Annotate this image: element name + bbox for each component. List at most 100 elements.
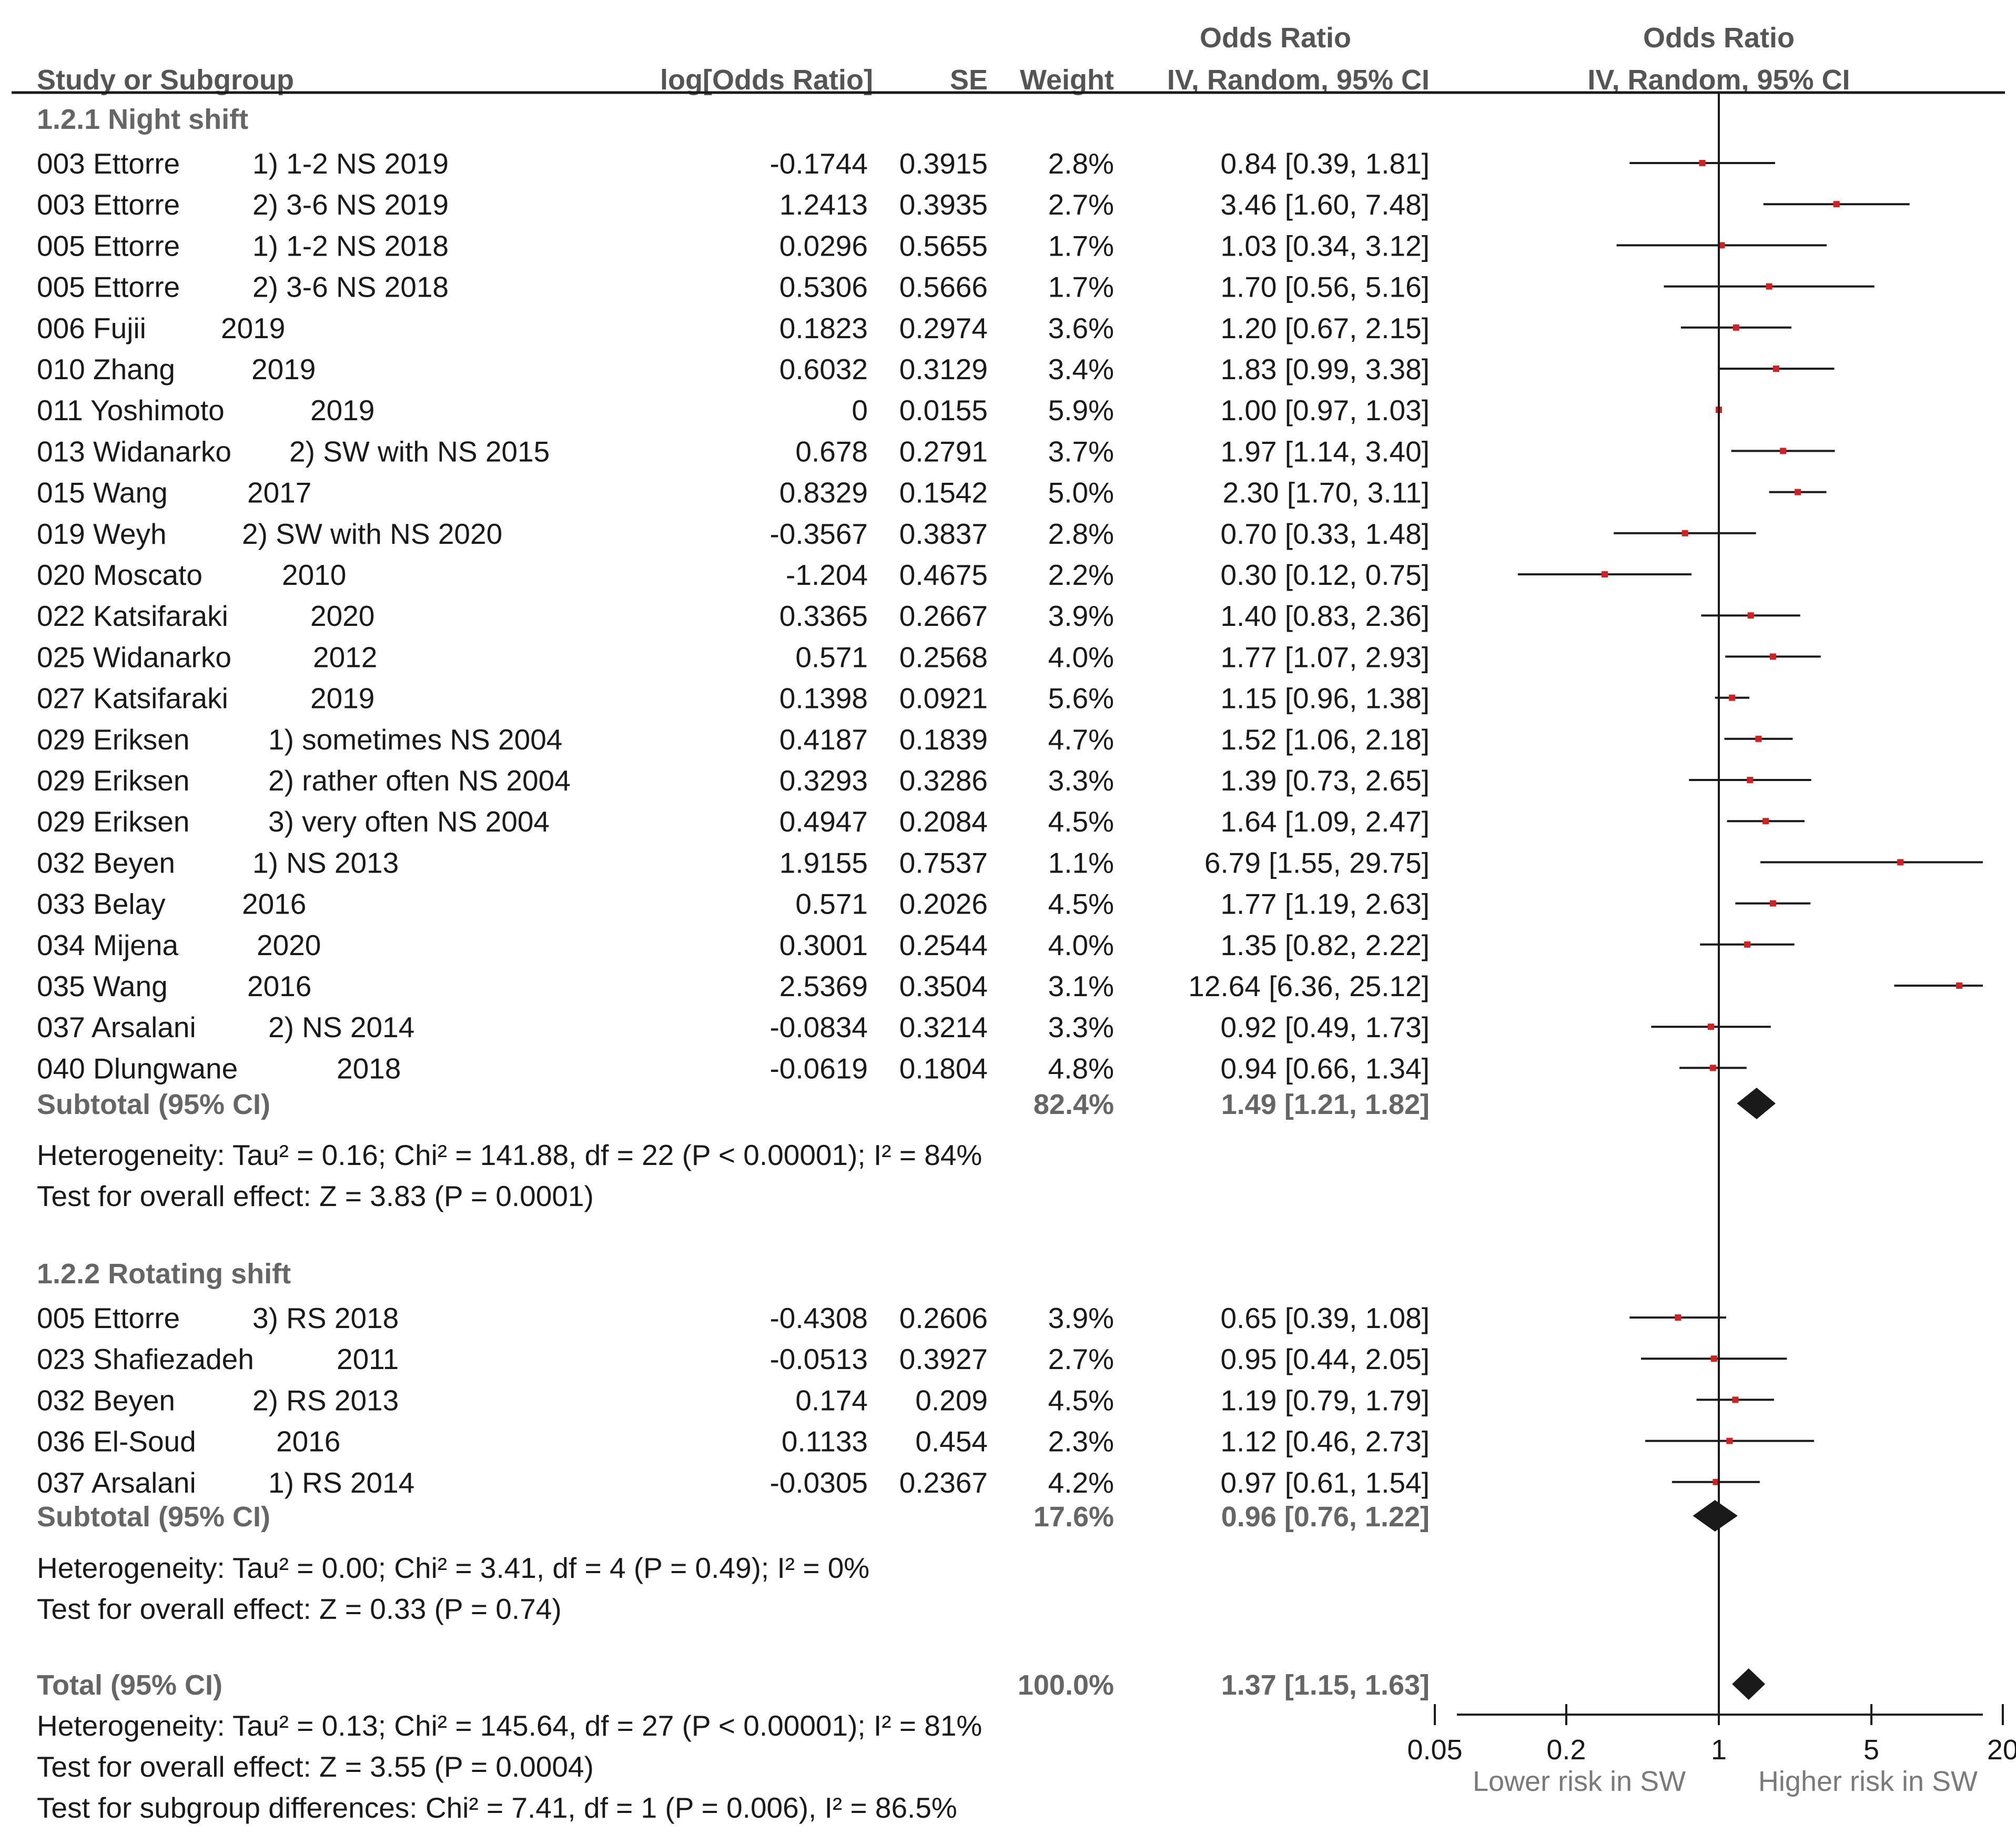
log-or-value: 0.1133 (782, 1425, 868, 1458)
overall-effect-text: Test for overall effect: Z = 0.33 (P = 0… (37, 1593, 562, 1625)
ci-value: 0.30 [0.12, 0.75] (1220, 559, 1430, 591)
se-value: 0.2606 (899, 1302, 988, 1334)
study-name: 006 Fujii (37, 312, 146, 344)
x-tick-label: 5 (1863, 1734, 1879, 1766)
se-value: 0.3915 (899, 147, 988, 180)
total-heterogeneity-text: Heterogeneity: Tau² = 0.13; Chi² = 145.6… (37, 1709, 982, 1742)
weight-value: 1.7% (1048, 271, 1114, 303)
subtotal-label: Subtotal (95% CI) (37, 1089, 270, 1120)
subtotal-label: Subtotal (95% CI) (37, 1501, 270, 1533)
study-detail: 2016 (276, 1425, 340, 1458)
subtotal-diamond (1693, 1500, 1738, 1532)
weight-value: 3.9% (1048, 600, 1114, 632)
point-estimate (1897, 859, 1904, 866)
study-name: 011 Yoshimoto (37, 394, 225, 427)
point-estimate (1718, 242, 1725, 249)
point-estimate (1956, 982, 1963, 989)
log-or-value: -0.4308 (769, 1302, 868, 1334)
ci-value: 1.12 [0.46, 2.73] (1220, 1425, 1430, 1458)
se-value: 0.2667 (899, 600, 988, 632)
total-overall-effect-text: Test for overall effect: Z = 3.55 (P = 0… (37, 1750, 594, 1783)
log-or-value: -0.0619 (769, 1052, 868, 1085)
ci-value: 1.83 [0.99, 3.38] (1220, 353, 1430, 386)
weight-value: 4.0% (1048, 929, 1114, 961)
ci-value: 0.65 [0.39, 1.08] (1220, 1302, 1430, 1334)
study-name: 003 Ettorre (37, 147, 180, 180)
weight-value: 5.6% (1048, 682, 1114, 715)
weight-value: 4.2% (1048, 1466, 1114, 1499)
point-estimate (1762, 818, 1769, 825)
ci-value: 1.39 [0.73, 2.65] (1220, 764, 1430, 797)
weight-value: 1.7% (1048, 229, 1114, 262)
study-name: 032 Beyen (37, 1384, 175, 1416)
log-or-value: 0.3293 (779, 764, 868, 797)
ci-value: 2.30 [1.70, 3.11] (1223, 477, 1430, 509)
se-value: 0.7537 (899, 846, 988, 879)
weight-value: 4.7% (1048, 723, 1114, 756)
se-value: 0.3286 (899, 764, 988, 797)
weight-value: 4.5% (1048, 888, 1114, 920)
log-or-value: 0.8329 (779, 477, 868, 509)
weight-value: 2.8% (1048, 147, 1114, 180)
se-value: 0.2791 (899, 435, 988, 468)
se-value: 0.0155 (899, 394, 988, 427)
se-value: 0.3214 (899, 1011, 988, 1043)
point-estimate (1744, 941, 1751, 948)
ci-value: 1.77 [1.07, 2.93] (1220, 641, 1430, 673)
point-estimate (1833, 201, 1840, 208)
point-estimate (1795, 489, 1801, 495)
study-detail: 2019 (251, 353, 316, 386)
log-or-value: 0.571 (795, 641, 868, 673)
study-name: 005 Ettorre (37, 229, 180, 262)
study-detail: 2012 (313, 641, 377, 673)
point-estimate (1772, 366, 1779, 372)
study-detail: 3) RS 2018 (252, 1302, 399, 1334)
study-detail: 2010 (282, 559, 346, 591)
point-estimate (1707, 1024, 1714, 1030)
point-estimate (1729, 694, 1736, 701)
study-name: 003 Ettorre (37, 188, 180, 221)
weight-value: 2.3% (1048, 1425, 1114, 1458)
subtotal-diamond (1737, 1088, 1776, 1119)
weight-value: 3.7% (1048, 435, 1114, 468)
weight-value: 2.7% (1048, 188, 1114, 221)
log-or-value: 0 (852, 394, 868, 427)
subtotal-ci: 1.49 [1.21, 1.82] (1221, 1089, 1430, 1120)
weight-value: 4.8% (1048, 1052, 1114, 1085)
se-value: 0.1542 (899, 477, 988, 509)
subtotal-ci: 0.96 [0.76, 1.22] (1221, 1501, 1430, 1533)
study-detail: 2) 3-6 NS 2019 (252, 188, 449, 221)
x-tick-label: 20 (1987, 1734, 2016, 1766)
log-or-value: -0.0513 (769, 1343, 868, 1375)
study-name: 029 Eriksen (37, 764, 189, 797)
study-name: 022 Katsifaraki (37, 600, 228, 632)
study-name: 037 Arsalani (37, 1011, 196, 1043)
point-estimate (1747, 777, 1754, 783)
log-or-col-header: log[Odds Ratio] (660, 64, 873, 96)
log-or-value: 0.571 (795, 888, 868, 920)
ci-value: 1.70 [0.56, 5.16] (1220, 271, 1430, 303)
ci-value: 0.70 [0.33, 1.48] (1220, 518, 1430, 550)
study-name: 036 El-Soud (37, 1425, 196, 1458)
se-value: 0.1839 (899, 723, 988, 756)
total-weight: 100.0% (1018, 1669, 1114, 1701)
weight-value: 3.9% (1048, 1302, 1114, 1334)
se-value: 0.2974 (899, 312, 988, 344)
or-col-title: Odds Ratio (1200, 22, 1351, 54)
ci-value: 1.35 [0.82, 2.22] (1220, 929, 1430, 961)
ci-value: 0.84 [0.39, 1.81] (1220, 147, 1430, 180)
log-or-value: 1.9155 (779, 846, 868, 879)
se-value: 0.209 (915, 1384, 988, 1416)
study-detail: 2017 (247, 477, 311, 509)
subgroup-title: 1.2.1 Night shift (37, 104, 248, 135)
se-value: 0.0921 (899, 682, 988, 715)
study-detail: 1) 1-2 NS 2019 (252, 147, 449, 180)
se-value: 0.2367 (899, 1466, 988, 1499)
point-estimate (1769, 900, 1776, 907)
log-or-value: -1.204 (786, 559, 868, 591)
se-value: 0.2568 (899, 641, 988, 673)
weight-col-header: Weight (1020, 64, 1114, 96)
log-or-value: -0.0305 (769, 1466, 868, 1499)
ci-value: 1.77 [1.19, 2.63] (1220, 888, 1430, 920)
point-estimate (1681, 530, 1688, 536)
